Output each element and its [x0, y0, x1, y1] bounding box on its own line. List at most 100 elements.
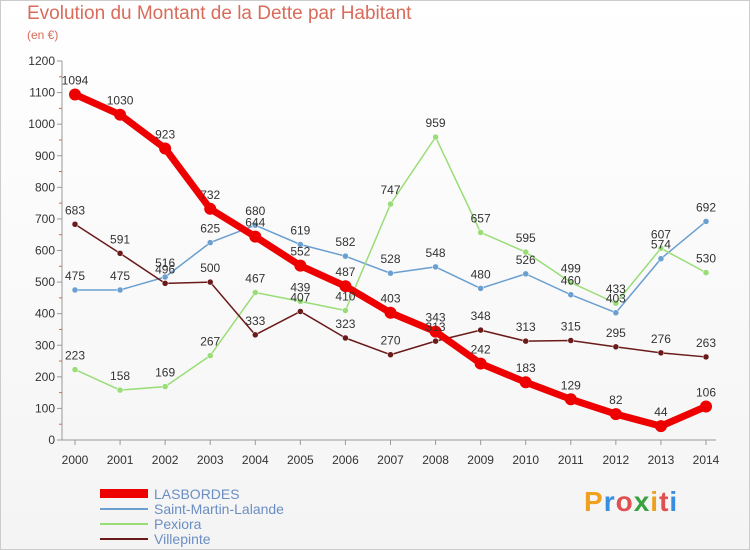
data-point-pexiora: [71, 366, 79, 373]
data-label-villepinte: 407: [290, 290, 310, 304]
data-label-pexiora: 657: [471, 211, 491, 225]
data-label-pexiora: 959: [426, 116, 446, 130]
data-label-saint-martin-lalande: 548: [426, 246, 446, 260]
data-point-saint-martin-lalande: [116, 286, 124, 294]
data-point-saint-martin-lalande: [206, 239, 214, 246]
data-label-villepinte: 313: [516, 320, 536, 334]
data-point-saint-martin-lalande: [387, 269, 394, 277]
legend-item: Pexiora: [100, 516, 284, 532]
data-point-pexiora: [477, 229, 484, 236]
data-point-saint-martin-lalande: [702, 218, 710, 225]
y-tick-label: 900: [35, 149, 55, 163]
data-label-pexiora: 607: [651, 227, 671, 241]
data-label-pexiora: 410: [335, 290, 355, 304]
x-tick-label: 2000: [62, 453, 89, 467]
data-label-pexiora: 433: [606, 282, 626, 296]
x-tick-label: 2012: [603, 453, 630, 467]
data-label-saint-martin-lalande: 625: [200, 222, 220, 236]
data-point-lasbordes: [114, 108, 127, 121]
data-point-lasbordes: [159, 142, 172, 155]
data-label-lasbordes: 1094: [62, 73, 89, 87]
data-label-lasbordes: 403: [380, 292, 400, 306]
legend-label: LASBORDES: [154, 485, 240, 502]
data-label-villepinte: 323: [335, 317, 355, 331]
data-label-villepinte: 315: [561, 320, 581, 334]
data-label-lasbordes: 106: [696, 386, 716, 400]
data-point-lasbordes: [700, 400, 712, 413]
data-point-saint-martin-lalande: [252, 221, 259, 229]
data-label-villepinte: 500: [200, 261, 220, 275]
y-tick-label: 200: [35, 370, 55, 384]
data-label-villepinte: 276: [651, 332, 671, 346]
data-label-pexiora: 158: [110, 369, 130, 383]
legend-item: Saint-Martin-Lalande: [100, 500, 284, 517]
data-point-saint-martin-lalande: [71, 286, 79, 294]
legend-item: Villepinte: [100, 530, 284, 547]
data-label-villepinte: 270: [380, 334, 400, 348]
data-point-pexiora: [252, 289, 259, 296]
y-tick-label: 800: [35, 180, 55, 194]
data-point-villepinte: [297, 308, 304, 315]
data-point-lasbordes: [294, 259, 307, 272]
chart-data-labels: 475 475 516 625 680 619 582 528 548 480 526 460 403 5…: [62, 73, 717, 419]
data-point-lasbordes: [249, 230, 262, 243]
legend-label: Villepinte: [154, 530, 211, 547]
x-tick-label: 2007: [377, 453, 404, 467]
data-label-saint-martin-lalande: 475: [65, 269, 85, 283]
data-point-lasbordes: [519, 376, 532, 389]
brand-letter: x: [633, 486, 651, 517]
data-point-villepinte: [612, 343, 620, 351]
data-label-villepinte: 683: [65, 203, 85, 217]
data-label-pexiora: 595: [516, 231, 536, 245]
data-point-lasbordes: [564, 393, 577, 406]
legend-label: Saint-Martin-Lalande: [154, 500, 284, 517]
data-point-lasbordes: [609, 408, 622, 421]
data-label-saint-martin-lalande: 582: [335, 235, 355, 249]
data-point-lasbordes: [474, 357, 487, 370]
data-label-saint-martin-lalande: 475: [110, 269, 130, 283]
x-tick-label: 2008: [422, 453, 449, 467]
data-point-saint-martin-lalande: [297, 241, 304, 248]
x-tick-label: 2009: [467, 453, 494, 467]
data-label-saint-martin-lalande: 526: [516, 253, 536, 267]
chart-title: Evolution du Montant de la Dette par Hab…: [27, 3, 412, 24]
brand-letter: t: [659, 486, 670, 517]
data-label-pexiora: 439: [290, 280, 310, 294]
x-tick-label: 2010: [512, 453, 539, 467]
data-label-saint-martin-lalande: 480: [471, 267, 491, 281]
data-point-villepinte: [161, 280, 169, 287]
data-label-saint-martin-lalande: 574: [651, 238, 671, 252]
data-point-lasbordes: [654, 420, 667, 433]
brand-letter: i: [669, 486, 679, 517]
data-point-villepinte: [387, 351, 394, 358]
data-label-lasbordes: 183: [516, 361, 536, 375]
data-point-pexiora: [297, 298, 304, 305]
data-label-saint-martin-lalande: 528: [380, 252, 400, 266]
data-point-saint-martin-lalande: [432, 263, 439, 271]
y-tick-label: 600: [35, 244, 55, 258]
data-point-pexiora: [702, 269, 710, 276]
data-label-pexiora: 169: [155, 366, 175, 380]
y-tick-label: 1100: [29, 86, 55, 100]
data-label-lasbordes: 242: [471, 343, 491, 357]
data-point-villepinte: [432, 337, 439, 345]
data-label-lasbordes: 82: [609, 393, 623, 407]
data-point-villepinte: [71, 221, 79, 228]
chart-axes: 0 100 200 300 400 500 600 700 800 900 1000 1100 1200…: [28, 54, 719, 467]
data-point-pexiora: [161, 383, 169, 390]
data-label-villepinte: 313: [426, 320, 446, 334]
data-label-pexiora: 467: [245, 272, 265, 286]
data-label-lasbordes: 44: [654, 405, 668, 419]
x-tick-label: 2002: [152, 453, 179, 467]
data-label-lasbordes: 487: [335, 265, 355, 279]
line-chart: 0 100 200 300 400 500 600 700 800 900 1000 1100 1200…: [28, 54, 719, 467]
x-tick-label: 2011: [558, 453, 584, 467]
data-point-villepinte: [206, 278, 214, 286]
data-label-pexiora: 530: [696, 252, 716, 266]
data-label-villepinte: 295: [606, 326, 626, 340]
data-point-pexiora: [387, 200, 394, 208]
data-label-lasbordes: 552: [290, 245, 310, 259]
data-label-pexiora: 223: [65, 349, 85, 363]
data-point-lasbordes: [339, 280, 352, 293]
